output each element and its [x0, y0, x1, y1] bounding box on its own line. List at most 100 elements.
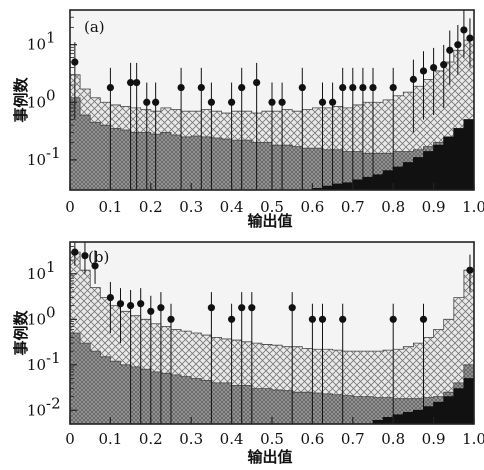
panel-a-data-point [349, 83, 357, 92]
panel-a-y-tick-label: 10 [27, 36, 46, 54]
panel-b-x-tick-label: 0.3 [179, 430, 203, 448]
panel-a-data-point [238, 83, 246, 92]
panel-a-x-tick-label: 0.9 [422, 198, 446, 216]
panel-a-data-point [228, 98, 236, 106]
panel-a-y-tick-exponent: 1 [46, 29, 56, 47]
panel-b-y-tick-exponent: -2 [46, 394, 61, 412]
panel-a-x-tick-label: 0 [65, 198, 75, 216]
panel-b-y-axis-label: 事例数 [12, 310, 30, 356]
panel-a-data-point [389, 83, 397, 92]
panel-a-data-point [253, 78, 261, 87]
panel-b-x-tick-label: 0.4 [220, 430, 244, 448]
panel-b-data-point [157, 304, 165, 312]
panel-a-data-point [127, 78, 135, 87]
panel-a-x-tick-label: 0.1 [98, 198, 122, 216]
panel-a-y-tick-exponent: -1 [46, 144, 61, 162]
panel-a-data-point [409, 75, 417, 83]
panel-a-data-point [466, 34, 474, 42]
panel-b-y-tick-label: 10 [27, 401, 46, 419]
panel-b-y-tick-label: 10 [27, 310, 46, 328]
panel-a-data-point [454, 41, 462, 49]
panel-b-data-point [116, 300, 125, 308]
panel-a-data-point [152, 98, 160, 106]
panel-a-y-tick-label: 10 [27, 93, 46, 111]
panel-a-data-point [318, 98, 327, 106]
panel-a-data-point [440, 61, 448, 69]
panel-b-x-axis-label: 输出值 [247, 448, 292, 466]
panel-a-x-tick-label: 0.7 [341, 198, 365, 216]
panel-a-y-tick-label: 10 [27, 151, 46, 169]
panel-b-data-point [248, 304, 256, 312]
panel-b-data-point [81, 252, 89, 260]
panel-a-data-point [207, 98, 215, 106]
panel-b-x-tick-label: 0.6 [300, 430, 324, 448]
panel-b-x-tick-label: 0.9 [422, 430, 446, 448]
panel-a-data-point [143, 98, 151, 106]
panel-a-x-tick-label: 0.6 [300, 198, 324, 216]
panel-a-x-tick-label: 0.2 [139, 198, 163, 216]
panel-a-y-tick-exponent: 0 [46, 86, 56, 104]
panel-b-data-points [71, 242, 474, 424]
panel-a-y-axis-label: 事例数 [12, 77, 30, 123]
panel-b-y-tick-label: 10 [27, 265, 46, 283]
panel-a-data-point [133, 78, 141, 87]
panel-a-data-point [71, 58, 79, 66]
panel-b-label: (b) [88, 248, 109, 266]
panel-a-x-tick-label: 1.0 [462, 198, 484, 216]
panel-b-data-point [339, 315, 347, 323]
panel-a-x-ticks: 0 0.1 0.2 0.3 0.4 0.5 0.6 0.7 0.8 0.9 1.0 [65, 183, 484, 216]
panel-a-x-tick-label: 0.5 [260, 198, 284, 216]
panel-b-data-point [308, 315, 316, 323]
panel-a-data-point [446, 46, 454, 54]
panel-b-data-point [127, 302, 135, 310]
panel-a-data-point [106, 83, 114, 92]
panel-a-data-point [430, 64, 438, 72]
panel-b-data-point [167, 315, 175, 323]
panel-b-y-tick-exponent: 1 [46, 258, 56, 276]
panel-b-hist-black [372, 378, 474, 424]
panel-b-data-point [318, 315, 327, 323]
panel-b-y-tick-label: 10 [27, 356, 46, 374]
panel-b-data-point [288, 304, 296, 312]
panel-b-data-point [238, 304, 246, 312]
panel-b-x-ticks: 0 0.1 0.2 0.3 0.4 0.5 0.6 0.7 0.8 0.9 1.0 [65, 417, 484, 448]
panel-b-data-point [419, 315, 428, 323]
panel-b-x-tick-label: 0.8 [381, 430, 405, 448]
panel-b-x-tick-label: 0.5 [260, 430, 284, 448]
panel-b-y-tick-exponent: -1 [46, 349, 61, 367]
panel-a-data-point [197, 83, 205, 92]
panel-a-data-point [359, 83, 367, 92]
panel-a-data-point [419, 67, 428, 75]
panel-a-data-point [278, 98, 286, 106]
panel-b-data-point [91, 262, 99, 270]
panel-b-x-tick-label: 0 [65, 430, 75, 448]
panel-b-data-point [207, 304, 215, 312]
panel-a-data-point [329, 98, 337, 106]
panel-a-data-point [339, 83, 347, 92]
panel-b-y-tick-exponent: 0 [46, 303, 56, 321]
panel-b-data-point [147, 307, 155, 315]
panel-a-x-axis-label: 输出值 [247, 212, 292, 230]
panel-a-data-point [369, 83, 377, 92]
panel-b-x-tick-label: 0.2 [139, 430, 163, 448]
panel-a-data-point [460, 26, 468, 34]
panel-b-data-point [71, 248, 79, 256]
panel-a-x-tick-label: 0.8 [381, 198, 405, 216]
panel-a-data-point [177, 83, 185, 92]
panel-b-x-tick-label: 1.0 [462, 430, 484, 448]
panel-b-data-point [389, 315, 397, 323]
panel-a-label: (a) [84, 18, 105, 36]
panel-b-x-tick-label: 0.1 [98, 430, 122, 448]
panel-a-data-point [268, 98, 276, 106]
panel-a-x-tick-label: 0.4 [220, 198, 244, 216]
panel-a-data-points [71, 10, 474, 190]
panel-b-data-point [106, 293, 114, 302]
panel-a-x-tick-label: 0.3 [179, 198, 203, 216]
panel-b-data-point [228, 315, 236, 323]
panel-b-data-point [137, 300, 145, 308]
